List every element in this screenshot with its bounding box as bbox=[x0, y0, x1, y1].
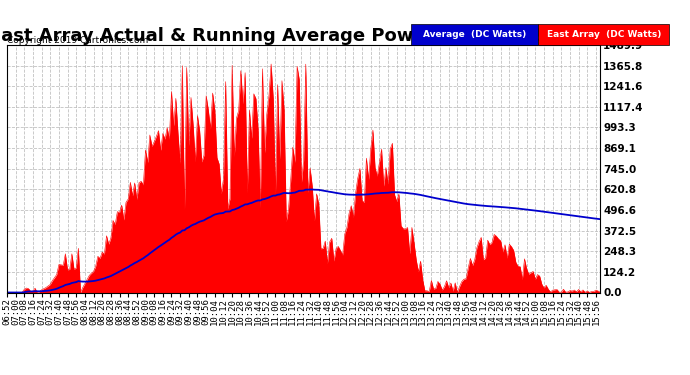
Text: Average  (DC Watts): Average (DC Watts) bbox=[423, 30, 526, 39]
Text: Copyright 2019 Cartronics.com: Copyright 2019 Cartronics.com bbox=[7, 36, 148, 45]
Title: East Array Actual & Running Average Power Sun Nov 24 16:09: East Array Actual & Running Average Powe… bbox=[0, 27, 619, 45]
Text: East Array  (DC Watts): East Array (DC Watts) bbox=[546, 30, 661, 39]
